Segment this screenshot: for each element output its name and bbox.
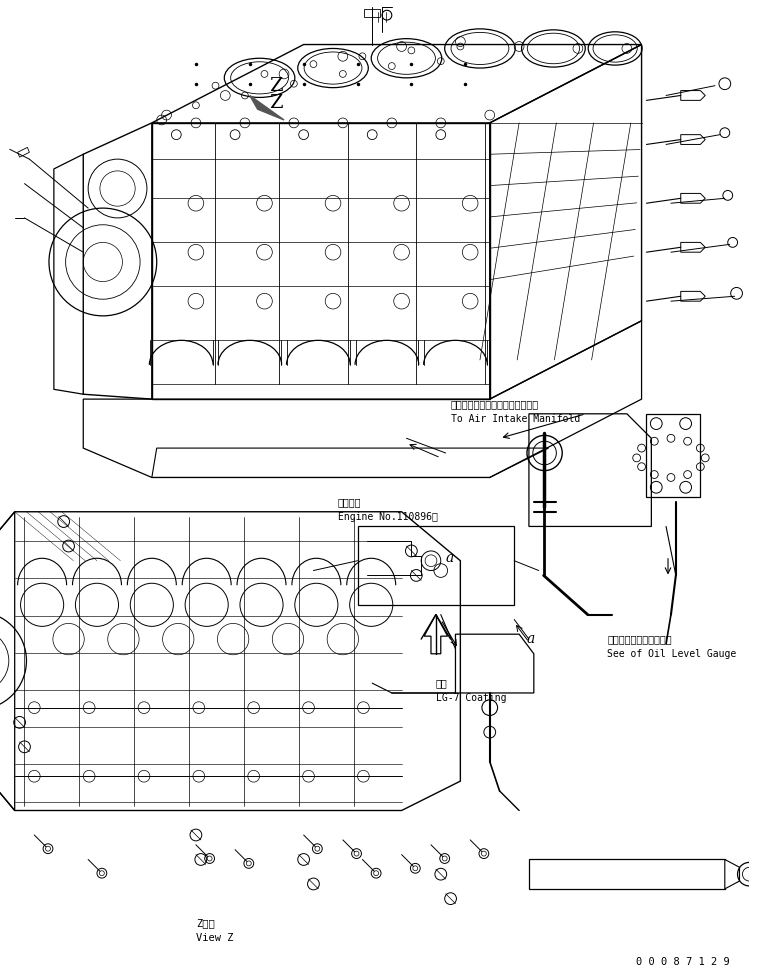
Text: View Z: View Z — [196, 933, 233, 943]
Text: a: a — [527, 632, 535, 646]
Bar — [357, 526, 514, 605]
Text: See of Oil Level Gauge: See of Oil Level Gauge — [607, 649, 737, 659]
Ellipse shape — [444, 29, 515, 68]
Text: To Air Intake Manifold: To Air Intake Manifold — [451, 414, 580, 424]
Polygon shape — [249, 96, 284, 120]
Text: 塗布: 塗布 — [436, 678, 448, 688]
Text: Z: Z — [269, 94, 283, 111]
Polygon shape — [724, 860, 740, 889]
Ellipse shape — [371, 39, 441, 78]
Text: エアーインテークマニホールドへ: エアーインテークマニホールドへ — [451, 399, 539, 409]
Ellipse shape — [588, 32, 642, 65]
Text: Z　視: Z 視 — [196, 918, 215, 928]
Text: 適用号機: 適用号機 — [338, 497, 361, 508]
Text: a: a — [446, 550, 454, 565]
Text: オイルレベルゲージ参照: オイルレベルゲージ参照 — [607, 634, 672, 644]
Bar — [529, 860, 724, 889]
Ellipse shape — [522, 30, 585, 67]
Text: 0 0 0 8 7 1 2 9: 0 0 0 8 7 1 2 9 — [636, 957, 730, 967]
Text: Z: Z — [269, 77, 283, 96]
Ellipse shape — [224, 59, 295, 98]
Ellipse shape — [298, 49, 368, 88]
Text: Engine No.110896～: Engine No.110896～ — [338, 511, 438, 522]
Text: LG-7 Coating: LG-7 Coating — [436, 693, 506, 703]
